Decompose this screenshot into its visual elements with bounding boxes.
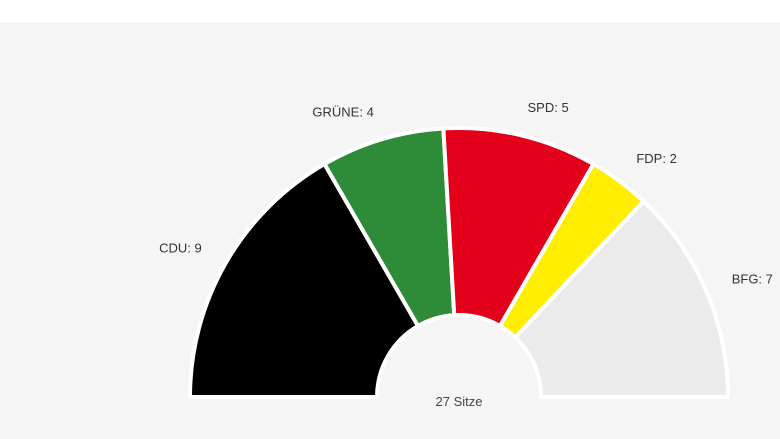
slice-label-fdp: FDP: 2 xyxy=(636,151,676,166)
slice-label-gr-ne: GRÜNE: 4 xyxy=(312,104,373,119)
slice-label-spd: SPD: 5 xyxy=(527,100,568,115)
chart-slices xyxy=(188,126,730,399)
slice-bfg xyxy=(513,199,730,399)
slice-spd xyxy=(441,126,596,328)
slice-label-cdu: CDU: 9 xyxy=(159,241,202,256)
total-seats-label: 27 Sitze xyxy=(436,394,483,409)
slice-cdu xyxy=(188,162,420,399)
slice-label-bfg: BFG: 7 xyxy=(732,271,773,286)
chart-labels: CDU: 9 GRÜNE: 4 SPD: 5 FDP: 2 BFG: 7 xyxy=(159,100,773,286)
top-strip xyxy=(0,0,780,22)
